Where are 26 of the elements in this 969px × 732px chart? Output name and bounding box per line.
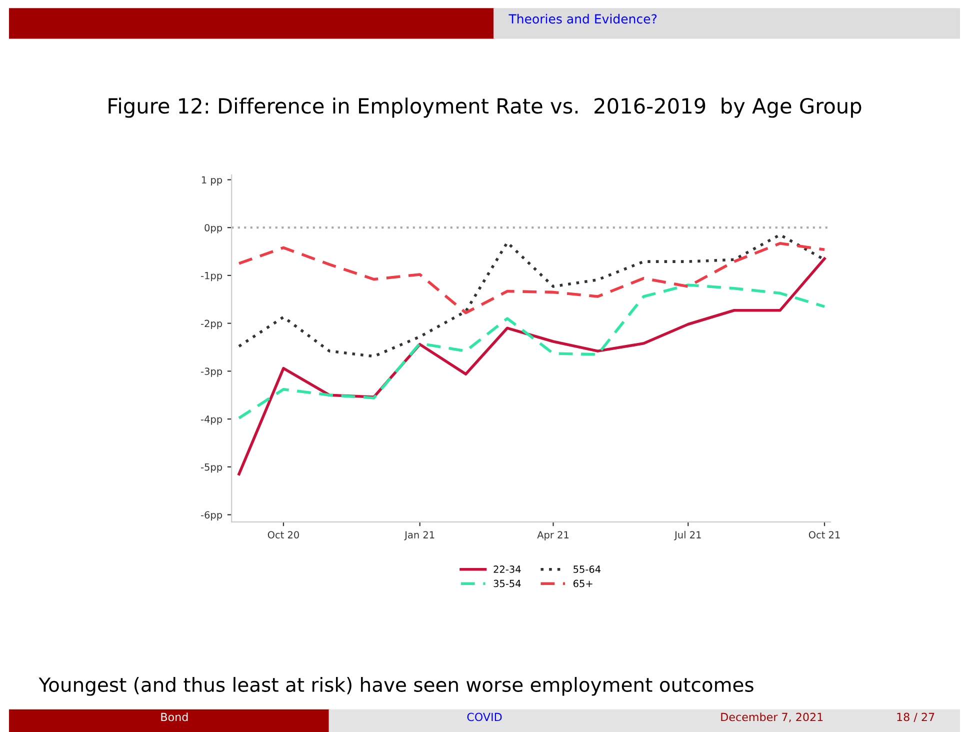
x-tick-label: Jul 21 xyxy=(674,530,701,540)
y-tick-label: -2pp xyxy=(201,320,222,330)
x-tick-label: Jan 21 xyxy=(404,531,434,540)
text: December 7, 2021 xyxy=(721,712,823,722)
text: 18 / 27 xyxy=(897,712,934,722)
text: Theories and Evidence? xyxy=(508,14,657,24)
y-tick-label: 0pp xyxy=(204,224,222,234)
y-tick-label: -4pp xyxy=(201,416,222,425)
y-tick-label: -1pp xyxy=(201,272,222,282)
y-tick-label: -5pp xyxy=(201,463,222,473)
legend-label: 22-34 xyxy=(494,566,521,573)
text: Youngest (and thus least at risk) have seen worse employment outcomes xyxy=(38,676,754,696)
legend-label: 35-54 xyxy=(494,580,521,588)
y-tick-label: 1 pp xyxy=(202,176,222,186)
text: Bond xyxy=(161,712,188,722)
text: COVID xyxy=(467,712,502,722)
line-series xyxy=(238,284,826,420)
x-tick-label: Apr 21 xyxy=(537,531,568,540)
x-tick-label: Oct 20 xyxy=(268,531,299,538)
legend-label: 65+ xyxy=(573,580,592,588)
chart-title: Figure 12: Difference in Employment Rate vs. 2016-2019 by Age Group xyxy=(108,98,862,118)
x-tick-label: Oct 21 xyxy=(808,531,840,538)
y-tick-label: -3pp xyxy=(201,368,222,377)
y-tick-label: -6pp xyxy=(201,511,222,520)
line-series xyxy=(238,242,826,314)
legend-label: 55-64 xyxy=(574,566,601,573)
